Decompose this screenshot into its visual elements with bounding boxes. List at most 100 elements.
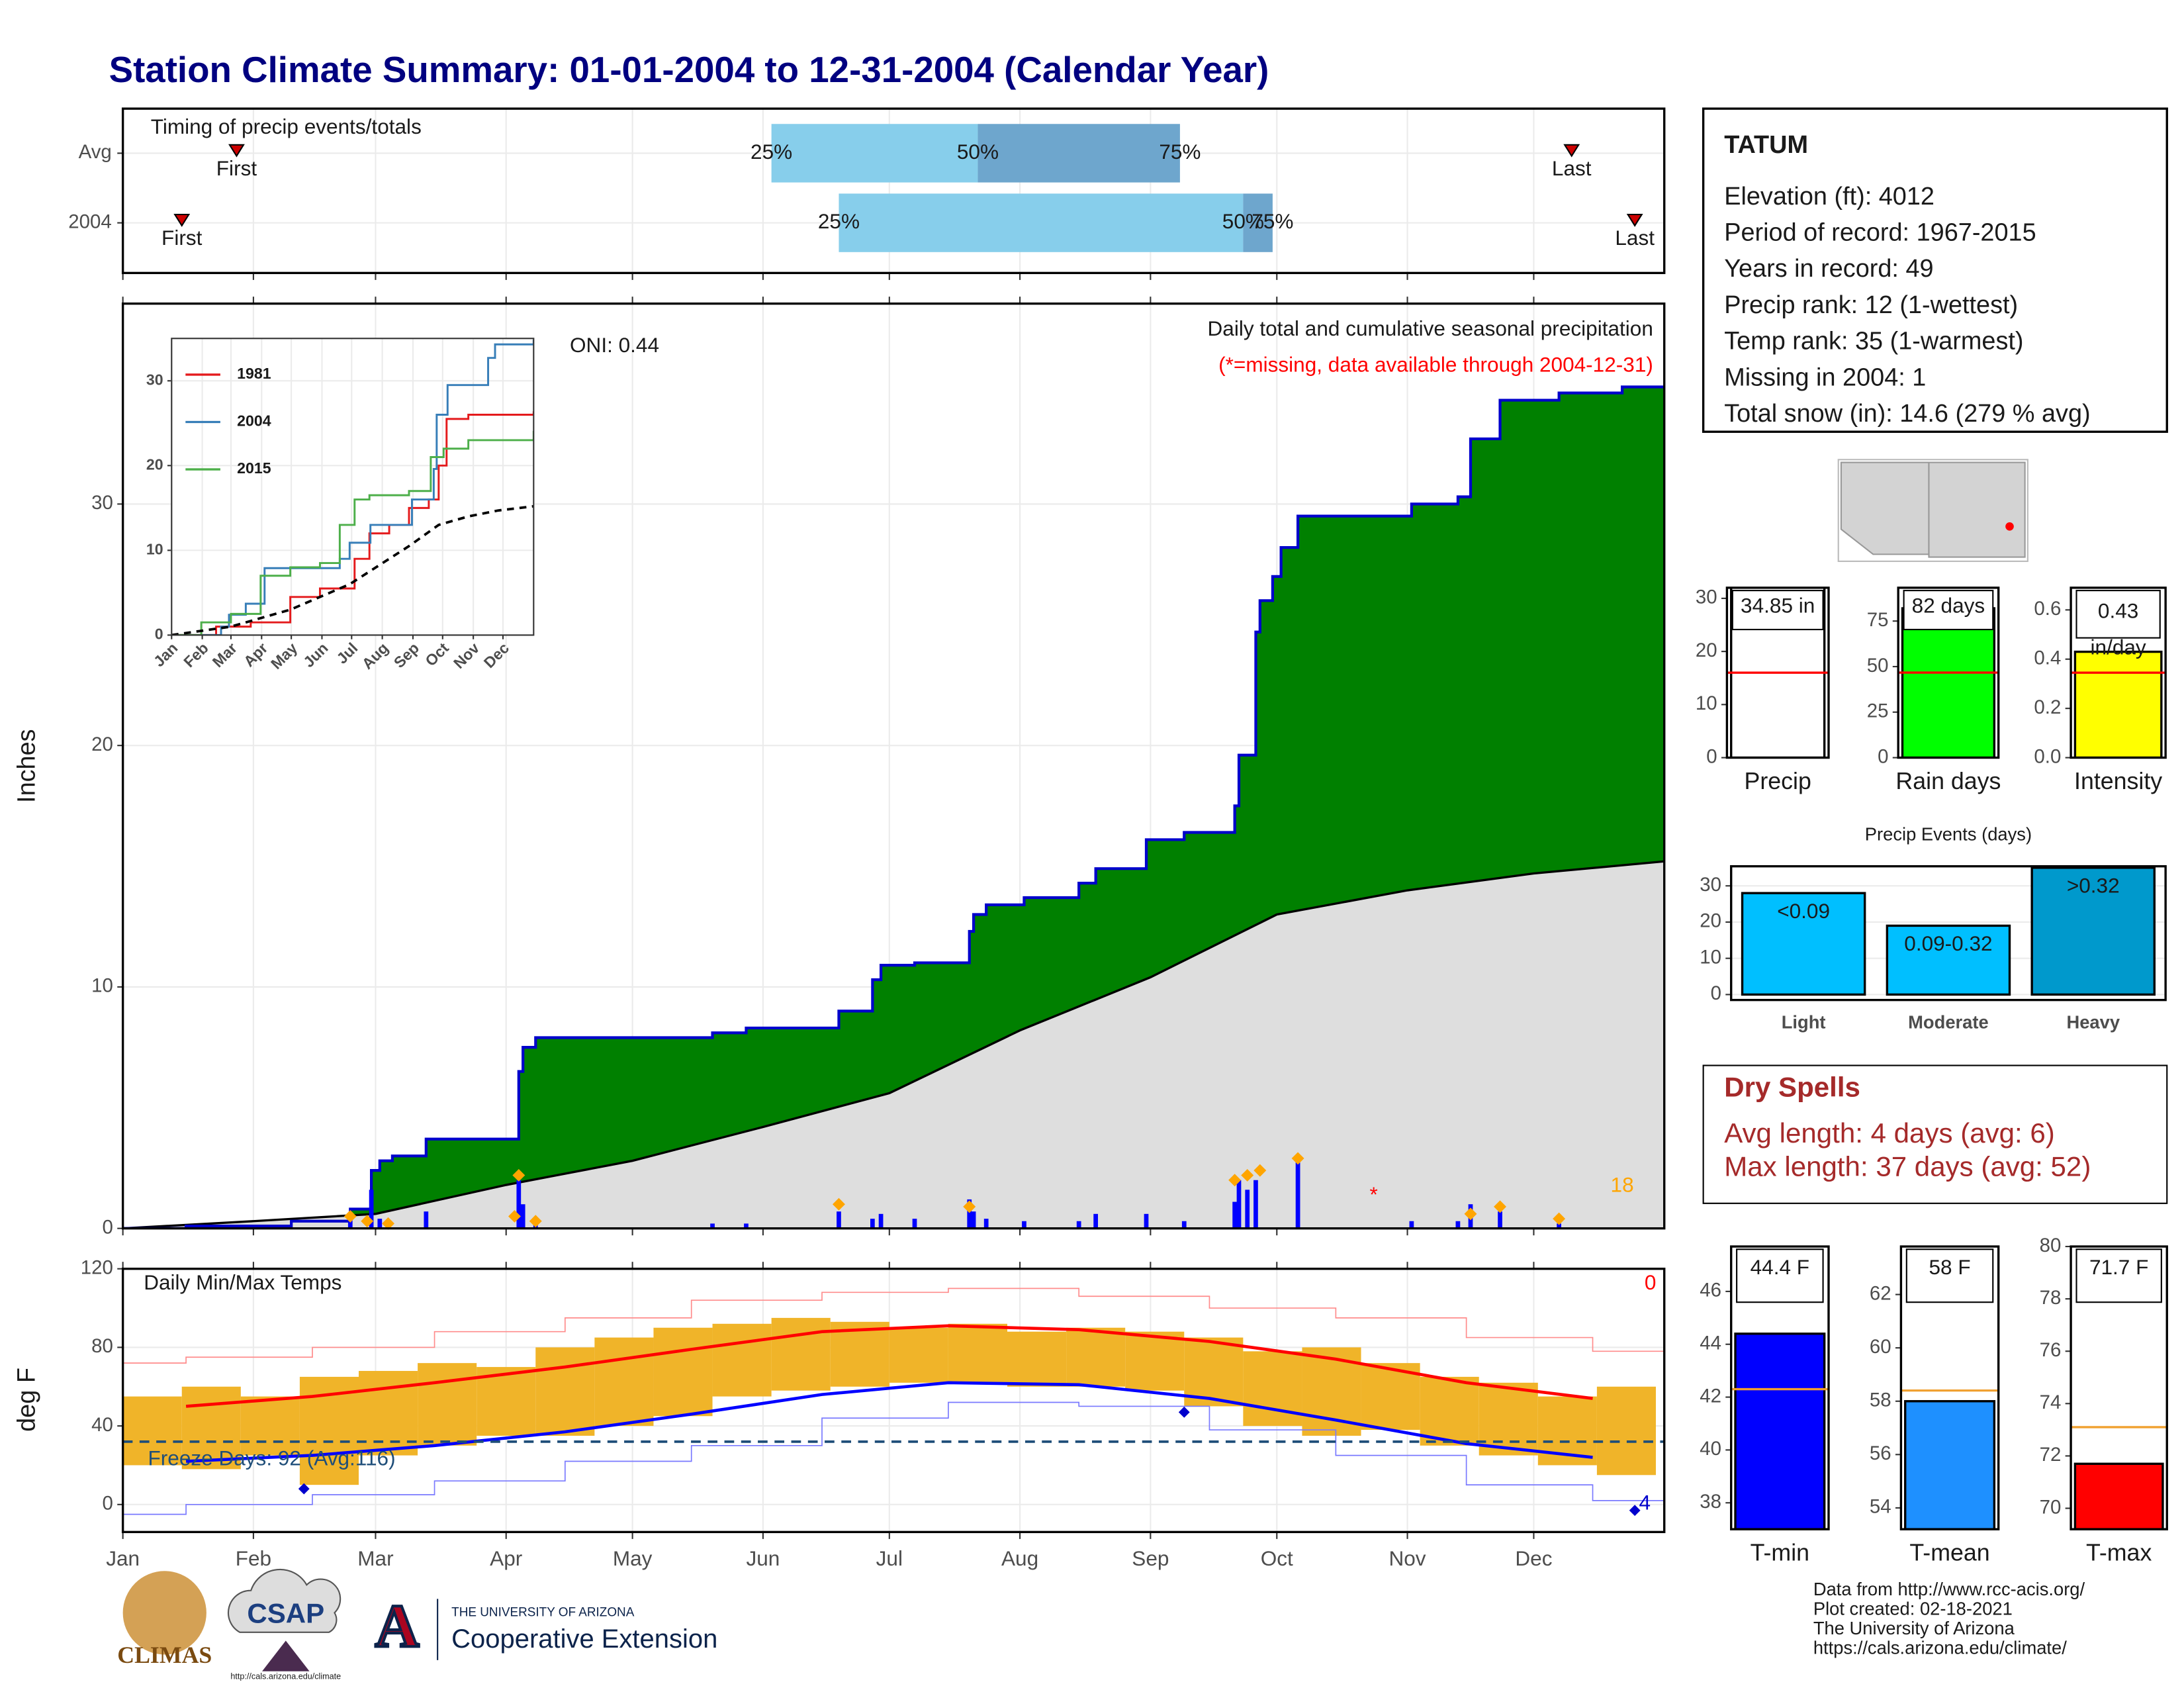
y-tick-label: 10 [146, 540, 163, 557]
temp-line [185, 1381, 1593, 1463]
quartile-label: 50% [1222, 209, 1264, 233]
bar [1901, 607, 1996, 758]
series-line [171, 430, 534, 635]
y-tick-label: 20 [146, 455, 163, 473]
snow-point [1241, 1168, 1254, 1182]
temp-range [418, 1363, 477, 1446]
daily-bar [1232, 1201, 1238, 1229]
ua-logo: A [375, 1593, 420, 1660]
line [122, 860, 1664, 1229]
daily-bar [424, 1211, 429, 1229]
bar [2073, 1462, 2164, 1530]
snow-point [1494, 1200, 1507, 1213]
y-tick-label: 20 [1696, 639, 1717, 661]
event-label: Last [1552, 156, 1592, 180]
climas-text: CLIMAS [117, 1642, 212, 1668]
map-state [1928, 461, 2026, 558]
event-marker [1626, 213, 1643, 227]
daily-bar [1409, 1221, 1414, 1229]
text-line: Missing in 2004: 1 [1724, 363, 1926, 391]
x-tick-label: Feb [236, 1546, 271, 1570]
y-tick-label: 54 [1870, 1496, 1891, 1518]
daily-bar [1295, 1158, 1300, 1229]
label-box [1736, 1248, 1824, 1303]
panel-frame [121, 1268, 1666, 1534]
x-tick-label: Aug [1001, 1546, 1038, 1570]
station-name: TATUM [1724, 131, 1808, 159]
panel-frame [121, 302, 1666, 1230]
daily-bar [1093, 1213, 1099, 1229]
daily-bar [1181, 1221, 1187, 1229]
y-tick-label: 40 [1700, 1438, 1721, 1460]
event-marker [1563, 144, 1580, 158]
text-line: Period of record: 1967-2015 [1724, 218, 2036, 246]
y-tick-label: 60 [1870, 1336, 1891, 1358]
y-tick-label: 10 [1696, 692, 1717, 714]
event-marker [228, 144, 245, 158]
daily-bar [520, 1204, 525, 1229]
inset-frame [171, 338, 535, 636]
y-tick-label: 30 [1700, 874, 1721, 896]
y-tick-label: 40 [91, 1414, 113, 1436]
quartile-label: 75% [1159, 140, 1201, 164]
temp-point [298, 1483, 310, 1495]
bar [2073, 650, 2163, 758]
y-tick-label: 10 [91, 975, 113, 997]
daily-bar [1455, 1221, 1461, 1229]
temp-range [240, 1396, 300, 1456]
temp-range [948, 1323, 1008, 1383]
temp-line [122, 1401, 1664, 1515]
daily-bar [837, 1211, 841, 1229]
daily-bar [369, 1190, 374, 1229]
category-label: T-mean [1909, 1539, 1989, 1566]
y-tick-label: 30 [146, 371, 163, 388]
y-tick-label: 0 [103, 1216, 113, 1238]
text-line: Total snow (in): 14.6 (279 % avg) [1724, 400, 2090, 428]
temp-range [535, 1347, 595, 1436]
value-label: 71.7 F [2089, 1255, 2148, 1279]
range-label: 0.09-0.32 [1904, 931, 1992, 955]
text-line: Avg length: 4 days (avg: 6) [1724, 1117, 2055, 1149]
note: (*=missing, data available through 2004-… [1218, 353, 1653, 377]
panel-frame [1725, 586, 1830, 759]
row-label: 2004 [68, 211, 111, 232]
daily-bar [1022, 1221, 1026, 1229]
legend-label: 2004 [237, 412, 271, 430]
y-tick-label: 20 [1700, 910, 1721, 932]
quartile-label: 25% [818, 209, 860, 233]
temp-range [181, 1386, 241, 1470]
bar [2030, 867, 2156, 996]
quartile-bar [978, 124, 1180, 183]
text-line: Plot created: 02-18-2021 [1813, 1598, 2013, 1618]
chart-title: Station Climate Summary: 01-01-2004 to 1… [109, 49, 1269, 90]
quartile-label: 25% [751, 140, 792, 164]
temp-range [889, 1327, 948, 1383]
subtitle: Daily total and cumulative seasonal prec… [1208, 316, 1653, 340]
panel-frame [1899, 1245, 2000, 1530]
snow-point [512, 1168, 525, 1182]
category-label: Intensity [2074, 768, 2162, 794]
daily-bar [1498, 1211, 1502, 1229]
temp-range [477, 1367, 536, 1436]
dry-spells-title: Dry Spells [1724, 1071, 1860, 1102]
oni: ONI: 0.44 [570, 333, 659, 357]
daily-bar [870, 1219, 875, 1229]
temp-range [653, 1327, 713, 1417]
legend-label: 1981 [237, 365, 271, 382]
panel-frame [1897, 586, 2000, 759]
panel-frame [1730, 865, 2167, 1002]
legend-label: 2015 [237, 459, 271, 477]
snow-point [382, 1217, 395, 1230]
temp-range [1479, 1382, 1538, 1456]
daily-bar [1144, 1213, 1149, 1229]
temp-range [712, 1323, 772, 1397]
text-line: Data from http://www.rcc-acis.org/ [1813, 1579, 2085, 1599]
temp-range [771, 1317, 831, 1391]
daily-bar [1557, 1223, 1562, 1229]
y-tick-label: 72 [2040, 1444, 2062, 1466]
daily-bar [516, 1180, 522, 1229]
temp-line [122, 1288, 1664, 1364]
panel-title: Daily Min/Max Temps [144, 1270, 341, 1294]
dry-spells-lines: Avg length: 4 days (avg: 6)Max length: 3… [1724, 1117, 2091, 1182]
